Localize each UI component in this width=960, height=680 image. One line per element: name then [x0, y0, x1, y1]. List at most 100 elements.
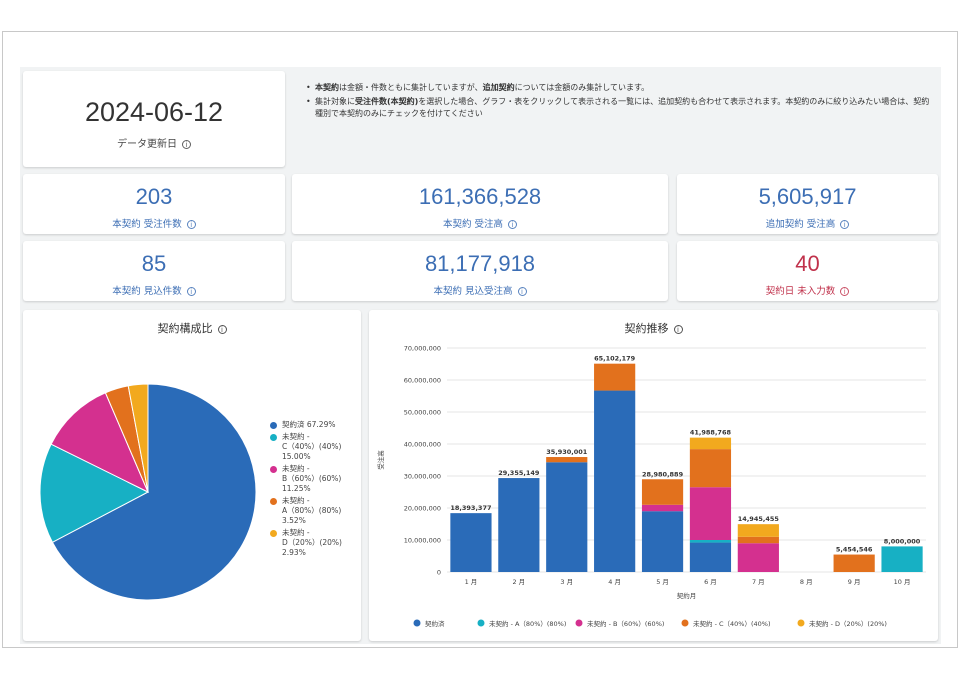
- legend-label: 未契約 - B（60%）(60%): [587, 619, 664, 628]
- dashboard: 2024-06-12 データ更新日 i 203 本契約 受注件数 i 161,366…: [20, 67, 941, 644]
- pie-slice[interactable]: [51, 383, 257, 601]
- bar-segment[interactable]: [450, 513, 492, 572]
- x-axis-label: 契約月: [677, 591, 697, 600]
- legend-swatch: [477, 619, 485, 627]
- y-tick-label: 0: [437, 569, 441, 577]
- x-tick-label: 8 月: [800, 578, 813, 586]
- legend-swatch: [681, 619, 689, 627]
- legend-swatch: [270, 530, 277, 537]
- bar-legend-item[interactable]: 未契約 - C（40%）(40%): [681, 619, 771, 628]
- y-tick-label: 60,000,000: [404, 377, 441, 385]
- bar-segment[interactable]: [881, 546, 923, 572]
- x-tick-label: 3 月: [560, 578, 573, 586]
- note-item: 本契約は金額・件数ともに集計していますが、追加契約については金額のみ集計していま…: [305, 82, 935, 95]
- bar-segment[interactable]: [737, 524, 779, 537]
- info-icon[interactable]: i: [186, 220, 196, 229]
- bar-legend-item[interactable]: 未契約 - B（60%）(60%): [575, 619, 665, 628]
- legend-swatch: [270, 466, 277, 473]
- legend-label: 未契約 - B（60%）(60%) 11.25%: [282, 464, 342, 493]
- bar-legend-item[interactable]: 未契約 - D（20%）(20%): [797, 619, 887, 628]
- kpi-card-prospect-amount[interactable]: 81,177,918 本契約 見込受注高 i: [292, 241, 668, 301]
- bar-total-label: 28,980,889: [642, 470, 684, 478]
- kpi-label: 本契約 受注高: [442, 219, 504, 230]
- kpi-value: 40: [795, 251, 820, 276]
- pie-slice[interactable]: [39, 443, 150, 543]
- pie-slice[interactable]: [50, 392, 149, 494]
- bar-chart-panel[interactable]: 契約推移 i 0 10,000,000 20,000,000 30,000,000 40,…: [369, 310, 938, 641]
- kpi-value: 161,366,528: [418, 184, 542, 209]
- y-axis-label: 受注高: [376, 450, 385, 470]
- kpi-value: 81,177,918: [424, 251, 536, 276]
- x-tick-label: 1 月: [465, 578, 478, 586]
- info-icon[interactable]: i: [217, 324, 227, 334]
- kpi-label: 本契約 見込受注高: [433, 286, 513, 297]
- x-tick-label: 2 月: [512, 578, 525, 586]
- info-icon[interactable]: i: [840, 287, 850, 296]
- kpi-label: 本契約 見込件数: [112, 286, 182, 297]
- legend-label: 未契約 - A（80%）(80%) 3.52%: [282, 496, 342, 525]
- kpi-card-order-amount[interactable]: 161,366,528 本契約 受注高 i: [292, 174, 668, 234]
- pie-chart-panel[interactable]: 契約構成比 i 契約済 67.29% 未契約 - C（40%）(40%) 15.00…: [23, 310, 361, 641]
- bar-segment[interactable]: [594, 390, 636, 572]
- data-update-label: データ更新日: [117, 139, 177, 150]
- bar-legend-item[interactable]: 未契約 - A（80%）(80%): [477, 619, 567, 628]
- bar-segment[interactable]: [641, 504, 684, 512]
- info-icon[interactable]: i: [840, 220, 850, 229]
- pie-slice[interactable]: [127, 383, 149, 493]
- bar-segment[interactable]: [833, 554, 875, 572]
- bar-segment[interactable]: [737, 543, 779, 572]
- kpi-card-orders-count[interactable]: 203 本契約 受注件数 i: [23, 174, 285, 234]
- x-tick-label: 6 月: [704, 578, 717, 586]
- bar-segment[interactable]: [689, 437, 732, 450]
- bar-total-label: 29,355,149: [498, 469, 540, 477]
- info-icon[interactable]: i: [517, 287, 527, 296]
- note-item: 集計対象に受注件数(本契約)を選択した場合、グラフ・表をクリックして表示される一…: [305, 96, 935, 121]
- bar-segment[interactable]: [498, 478, 540, 572]
- kpi-value: 5,605,917: [758, 184, 857, 209]
- y-tick-label: 30,000,000: [404, 473, 441, 481]
- bar-legend-item[interactable]: 契約済: [413, 619, 446, 628]
- bar-segment[interactable]: [594, 363, 636, 391]
- y-tick-label: 10,000,000: [404, 537, 441, 545]
- data-update-card[interactable]: 2024-06-12 データ更新日 i: [23, 71, 285, 167]
- notes-list: 本契約は金額・件数ともに集計していますが、追加契約については金額のみ集計していま…: [305, 82, 935, 122]
- y-tick-label: 70,000,000: [404, 345, 441, 353]
- legend-swatch: [575, 619, 583, 627]
- y-tick-label: 40,000,000: [404, 441, 441, 449]
- bar-segment[interactable]: [689, 540, 732, 543]
- kpi-card-prospect-count[interactable]: 85 本契約 見込件数 i: [23, 241, 285, 301]
- y-tick-label: 20,000,000: [404, 505, 441, 513]
- legend-swatch: [270, 422, 277, 429]
- bar-segment[interactable]: [641, 511, 684, 572]
- kpi-card-additional-amount[interactable]: 5,605,917 追加契約 受注高 i: [677, 174, 938, 234]
- bar-total-label: 35,930,001: [546, 448, 588, 456]
- bar-segment[interactable]: [689, 449, 732, 488]
- legend-label: 未契約 - D（20%）(20%) 2.93%: [282, 528, 342, 557]
- x-tick-label: 5 月: [656, 578, 669, 586]
- bar-segment[interactable]: [737, 536, 779, 544]
- bar-total-label: 18,393,377: [450, 504, 491, 512]
- bar-segment[interactable]: [689, 542, 732, 572]
- bar-total-label: 5,454,546: [836, 546, 873, 554]
- x-tick-label: 4 月: [608, 578, 621, 586]
- kpi-card-missing-contract-date[interactable]: 40 契約日 未入力数 i: [677, 241, 938, 301]
- bar-segment[interactable]: [689, 487, 732, 540]
- bar-segment[interactable]: [546, 462, 588, 572]
- info-icon[interactable]: i: [508, 220, 518, 229]
- legend-swatch: [413, 619, 421, 627]
- y-tick-label: 50,000,000: [404, 409, 441, 417]
- bar-total-label: 65,102,179: [594, 355, 636, 363]
- x-tick-label: 7 月: [752, 578, 765, 586]
- pie-chart[interactable]: [23, 310, 361, 641]
- bar-segment[interactable]: [546, 457, 588, 463]
- legend-label: 未契約 - C（40%）(40%) 15.00%: [282, 432, 342, 461]
- legend-label: 契約済: [425, 619, 445, 628]
- kpi-label: 契約日 未入力数: [765, 286, 836, 297]
- kpi-value: 85: [141, 251, 167, 276]
- info-icon[interactable]: i: [673, 324, 683, 334]
- info-icon[interactable]: i: [182, 139, 191, 149]
- x-tick-label: 10 月: [894, 578, 911, 586]
- bar-chart[interactable]: 0 10,000,000 20,000,000 30,000,000 40,000,00…: [369, 310, 938, 641]
- bar-segment[interactable]: [641, 479, 684, 505]
- info-icon[interactable]: i: [186, 287, 196, 296]
